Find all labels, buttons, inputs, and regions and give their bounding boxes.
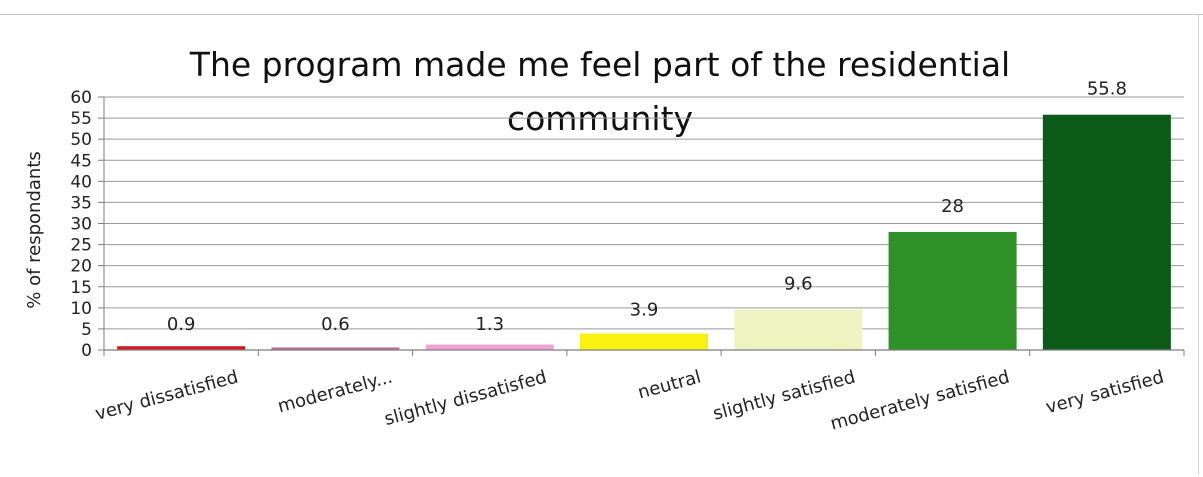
y-tick-label: 25 xyxy=(70,236,92,256)
data-label: 28 xyxy=(941,196,964,217)
y-tick-label: 10 xyxy=(70,299,92,319)
y-tick-label: 40 xyxy=(70,172,92,192)
y-tick-label: 55 xyxy=(70,109,92,129)
data-label: 0.9 xyxy=(167,314,196,335)
data-label: 1.3 xyxy=(475,314,504,335)
y-axis-label: % of respondants xyxy=(24,151,45,309)
y-tick-label: 20 xyxy=(70,257,92,277)
y-tick-label: 0 xyxy=(81,341,92,361)
y-tick-label: 30 xyxy=(70,215,92,235)
x-tick-label: very dissatisfied xyxy=(93,367,240,425)
y-tick-label: 15 xyxy=(70,278,92,298)
data-label: 55.8 xyxy=(1087,79,1127,100)
x-tick-label: neutral xyxy=(636,367,704,404)
data-label: 3.9 xyxy=(630,300,659,321)
grid-lines xyxy=(104,97,1184,329)
x-tick-label: slightly dissatisfed xyxy=(382,367,549,431)
y-tick-label: 50 xyxy=(70,130,92,150)
y-tick-label: 60 xyxy=(70,88,92,108)
bar-7 xyxy=(1043,115,1171,350)
bar-6 xyxy=(889,232,1017,350)
bar-5 xyxy=(734,310,862,350)
y-tick-label: 45 xyxy=(70,151,92,171)
bar-4 xyxy=(580,334,708,350)
data-label: 9.6 xyxy=(784,274,813,295)
y-tick-label: 5 xyxy=(81,320,92,340)
data-label: 0.6 xyxy=(321,314,350,335)
y-tick-label: 35 xyxy=(70,193,92,213)
x-tick-label: very satisfied xyxy=(1044,367,1166,419)
x-tick-label: moderately... xyxy=(275,367,394,418)
x-tick-label: moderately satisfied xyxy=(828,367,1012,435)
bar-3 xyxy=(426,345,554,350)
